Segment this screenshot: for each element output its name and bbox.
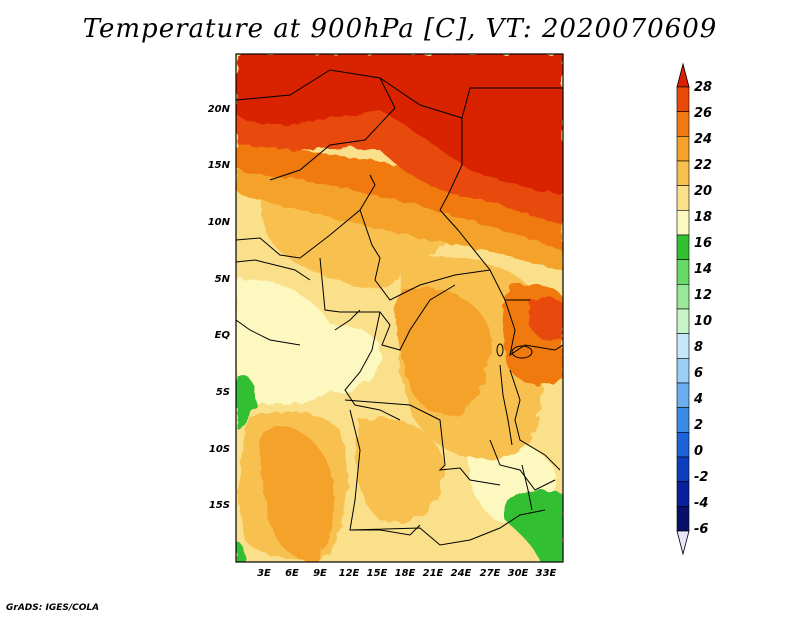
colorbar-segment: [676, 407, 690, 433]
lat-label-5n: 5N: [214, 274, 230, 285]
border-sudan: [439, 118, 530, 301]
colorbar-label-22: 22: [694, 158, 713, 173]
lon-label-18e: 18E: [394, 568, 416, 579]
colorbar-segment: [676, 86, 690, 112]
border-drc: [344, 399, 501, 486]
colorbar-segment: [676, 259, 690, 285]
border-niger: [269, 77, 396, 181]
border-gabon: [334, 309, 361, 331]
lon-label-24e: 24E: [450, 568, 472, 579]
lon-label-3e: 3E: [257, 568, 271, 579]
field-16-gabon: [299, 325, 381, 392]
field-14-sw: [236, 540, 247, 562]
colorbar-label-0: 0: [694, 444, 704, 459]
lat-label-10s: 10S: [208, 444, 230, 455]
lon-label-30e: 30E: [507, 568, 529, 579]
grads-credit: GrADS: IGES/COLA: [6, 603, 100, 613]
country-borders: [236, 69, 563, 546]
border-car: [359, 209, 491, 301]
colorbar-segment: [676, 481, 690, 507]
lat-label-15s: 15S: [208, 500, 230, 511]
lon-label-21e: 21E: [422, 568, 444, 579]
colorbar-label-12: 12: [694, 288, 713, 303]
colorbar-segment: [676, 432, 690, 458]
lat-label-20n: 20N: [207, 104, 230, 115]
field-14-coast: [236, 374, 256, 429]
lake-tanganyika: [499, 364, 513, 446]
border-zambia: [349, 509, 546, 546]
lake-malawi: [521, 464, 533, 511]
map-title: Temperature at 900hPa [C], VT: 202007060…: [82, 14, 718, 44]
field-22-sahel: [236, 168, 563, 270]
border-gulf-coast: [236, 319, 301, 346]
border-nigeria: [236, 174, 376, 259]
lake-victoria: [511, 345, 533, 359]
lon-label-15e: 15E: [366, 568, 388, 579]
border-malawi: [489, 439, 556, 491]
colorbar-label-28: 28: [694, 80, 713, 95]
colorbar-segment: [676, 185, 690, 211]
lon-label-12e: 12E: [338, 568, 360, 579]
lake-albert: [496, 343, 504, 357]
colorbar-label-8: 8: [694, 340, 704, 355]
lon-label-33e: 33E: [535, 568, 557, 579]
colorbar-label-6: 6: [694, 366, 704, 381]
colorbar-label-10: 10: [694, 314, 713, 329]
colorbar-label-26: 26: [694, 106, 713, 121]
field-22-angola: [259, 427, 335, 561]
colorbar-segment: [676, 136, 690, 162]
colorbar-segment: [676, 333, 690, 359]
field-28-sahara: [236, 54, 563, 195]
colorbar-segment: [676, 160, 690, 186]
colorbar-label-m6: -6: [694, 522, 709, 537]
border-coast-north: [236, 259, 311, 281]
colorbar-label-m2: -2: [694, 470, 709, 485]
colorbar-segment: [676, 210, 690, 236]
field-26-east: [530, 297, 563, 342]
colorbar: [676, 62, 690, 556]
colorbar-segment: [676, 456, 690, 482]
field-22-congo: [395, 287, 491, 416]
lat-label-eq: EQ: [214, 330, 230, 341]
lon-label-9e: 9E: [313, 568, 327, 579]
colorbar-segment: [676, 234, 690, 260]
border-congo: [344, 311, 401, 421]
border-tanzania: [509, 369, 561, 471]
temperature-field: [236, 54, 563, 562]
border-uganda: [504, 299, 563, 357]
colorbar-segments: [676, 86, 690, 532]
colorbar-segment: [676, 308, 690, 334]
lon-label-6e: 6E: [285, 568, 299, 579]
colorbar-label-2: 2: [694, 418, 704, 433]
field-14-malawi: [505, 490, 563, 562]
colorbar-segment: [676, 382, 690, 408]
colorbar-segment: [676, 284, 690, 310]
colorbar-label-m4: -4: [694, 496, 709, 511]
colorbar-top-arrow: [676, 62, 690, 88]
colorbar-label-4: 4: [694, 392, 704, 407]
colorbar-label-24: 24: [694, 132, 713, 147]
colorbar-segment: [676, 358, 690, 384]
lat-label-15n: 15N: [207, 160, 230, 171]
border-sahara: [236, 69, 563, 119]
colorbar-label-18: 18: [694, 210, 713, 225]
lat-label-10n: 10N: [207, 217, 230, 228]
colorbar-segment: [676, 111, 690, 137]
field-24-north: [236, 140, 563, 250]
colorbar-label-20: 20: [694, 184, 713, 199]
border-cameroon: [319, 257, 456, 351]
colorbar-bottom-arrow: [676, 530, 690, 556]
colorbar-label-14: 14: [694, 262, 713, 277]
map-frame: [235, 53, 564, 563]
colorbar-segment: [676, 506, 690, 532]
field-20-south: [355, 417, 445, 523]
lakes: [496, 343, 533, 511]
lat-label-5s: 5S: [215, 387, 230, 398]
colorbar-label-16: 16: [694, 236, 713, 251]
lon-label-27e: 27E: [479, 568, 501, 579]
